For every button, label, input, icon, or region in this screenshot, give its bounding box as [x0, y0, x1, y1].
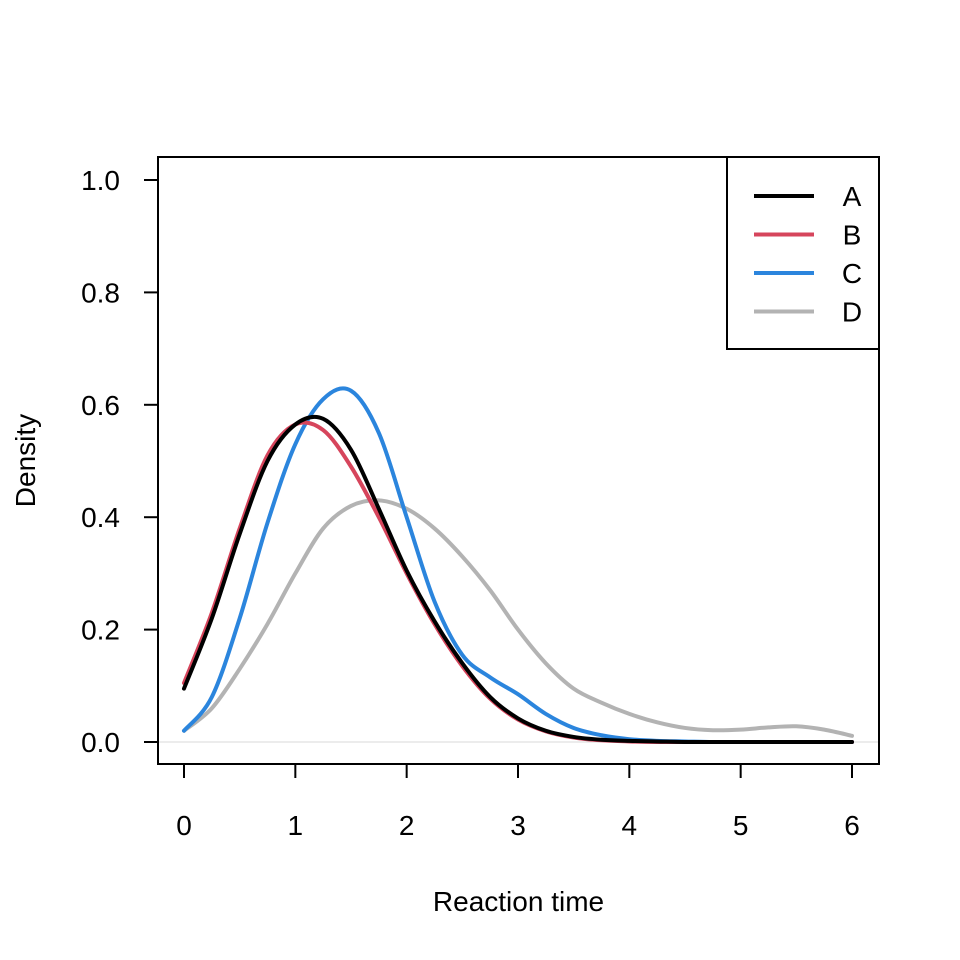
y-tick-label: 0.8: [81, 277, 120, 308]
legend-label: C: [842, 258, 862, 289]
y-tick-label: 0.0: [81, 727, 120, 758]
y-tick-label: 0.4: [81, 502, 120, 533]
x-tick-label: 1: [288, 810, 304, 841]
x-tick-label: 0: [176, 810, 192, 841]
x-tick-label: 3: [510, 810, 526, 841]
x-axis: 0 1 2 3 4 5 6: [176, 763, 860, 841]
legend-box: [726, 156, 880, 350]
y-tick-label: 0.2: [81, 615, 120, 646]
y-axis: 0.0 0.2 0.4 0.6 0.8 1.0: [81, 165, 159, 758]
y-tick-label: 0.6: [81, 390, 120, 421]
series-line-d: [182, 498, 854, 738]
y-axis-title: Density: [10, 414, 41, 507]
x-tick-label: 5: [733, 810, 749, 841]
x-tick-label: 2: [399, 810, 415, 841]
x-tick-label: 6: [844, 810, 860, 841]
series-line-a: [182, 414, 854, 745]
legend-label: B: [843, 220, 862, 251]
x-tick-label: 4: [622, 810, 638, 841]
legend-label: A: [843, 181, 862, 212]
y-tick-label: 1.0: [81, 165, 120, 196]
series-line-c: [182, 386, 854, 745]
x-axis-title: Reaction time: [433, 886, 604, 917]
legend-label: D: [842, 297, 862, 328]
